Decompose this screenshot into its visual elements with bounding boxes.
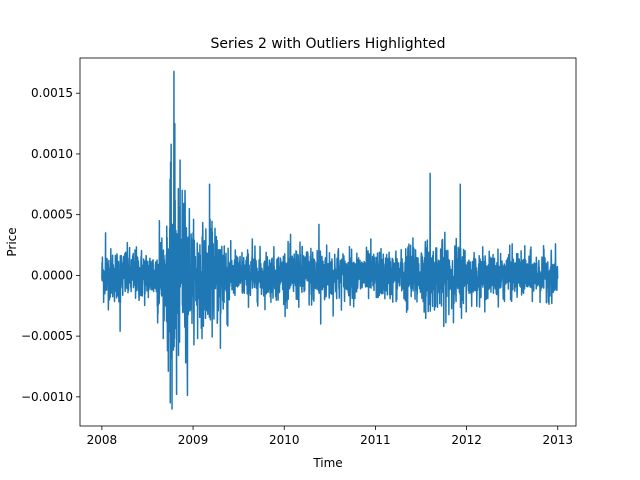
y-tick-label: 0.0015 [31,86,73,100]
y-tick-label: −0.0005 [21,329,73,343]
x-tick-label: 2013 [542,433,573,447]
x-axis-label: Time [312,456,342,470]
y-tick-label: −0.0010 [21,390,73,404]
plot-area [101,70,559,410]
x-tick-label: 2011 [360,433,391,447]
x-tick-label: 2009 [178,433,209,447]
y-tick-label: 0.0010 [31,147,73,161]
y-tick-label: 0.0000 [31,268,73,282]
x-axis: 2008 2009 2010 2011 2012 2013 [87,426,573,447]
series-2-line [101,70,559,410]
axes-frame [79,57,577,427]
x-tick-label: 2010 [269,433,300,447]
x-tick-label: 2008 [87,433,118,447]
x-tick-label: 2012 [451,433,482,447]
y-axis: −0.0010 −0.0005 0.0000 0.0005 0.0010 0.0015 [21,86,80,404]
y-axis-label: Price [5,227,19,256]
chart-title: Series 2 with Outliers Highlighted [211,36,446,52]
y-tick-label: 0.0005 [31,208,73,222]
